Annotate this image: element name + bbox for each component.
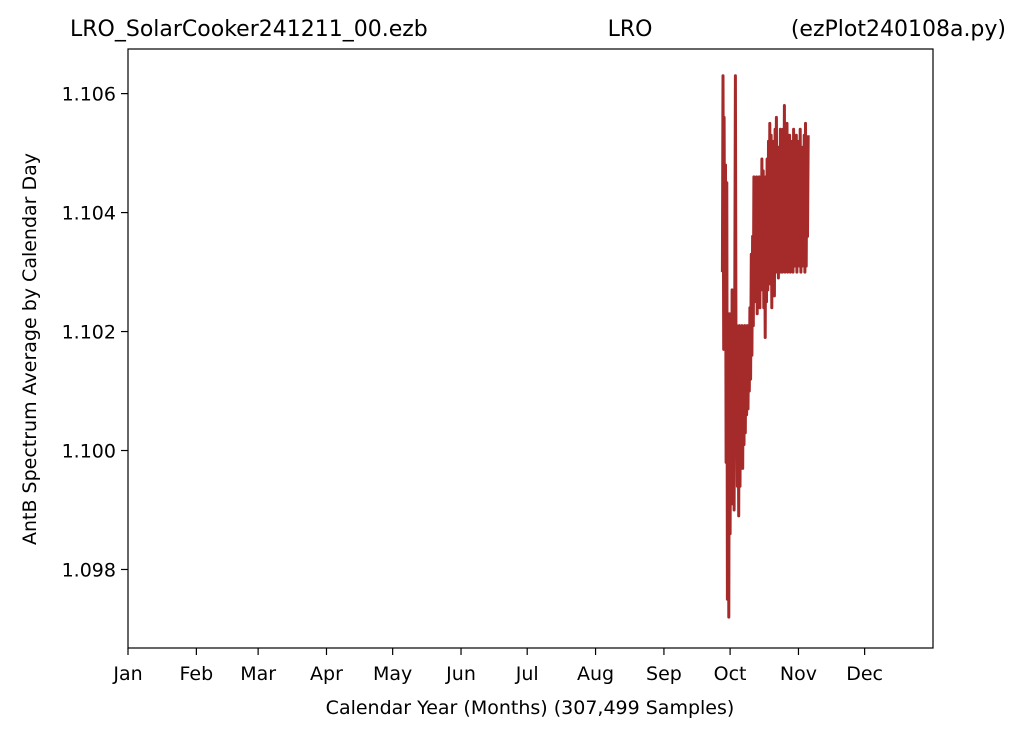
x-tick-label: Jun <box>445 663 476 685</box>
x-tick-label: Jan <box>112 663 142 685</box>
x-tick-label: Sep <box>646 663 682 685</box>
x-axis-label: Calendar Year (Months) (307,499 Samples) <box>326 697 735 719</box>
x-tick-label: Jul <box>515 663 539 685</box>
chart-title-right: (ezPlot240108a.py) <box>791 17 1006 42</box>
x-tick-label: Nov <box>780 663 817 685</box>
series-line <box>720 74 810 619</box>
chart-title-left: LRO_SolarCooker241211_00.ezb <box>70 17 428 42</box>
y-axis: 1.098 1.100 1.102 1.104 1.106 <box>62 84 128 581</box>
x-tick-label: May <box>373 663 412 685</box>
x-tick-label: Dec <box>846 663 883 685</box>
plot-frame <box>127 48 934 649</box>
y-axis-label: AntB Spectrum Average by Calendar Day <box>19 153 41 545</box>
chart-title-center: LRO <box>608 17 653 42</box>
series-layer <box>720 74 810 619</box>
x-axis: Jan Feb Mar Apr May Jun Jul Aug Sep Oct Nov Dec <box>112 648 883 685</box>
y-tick-label: 1.102 <box>62 322 116 344</box>
x-tick-label: Aug <box>577 663 614 685</box>
y-tick-label: 1.098 <box>62 559 116 581</box>
x-tick-label: Feb <box>180 663 214 685</box>
y-tick-label: 1.100 <box>62 441 116 463</box>
y-tick-label: 1.106 <box>62 84 116 106</box>
x-tick-label: Mar <box>240 663 276 685</box>
y-tick-label: 1.104 <box>62 203 116 225</box>
x-tick-label: Oct <box>714 663 747 685</box>
x-tick-label: Apr <box>310 663 343 685</box>
